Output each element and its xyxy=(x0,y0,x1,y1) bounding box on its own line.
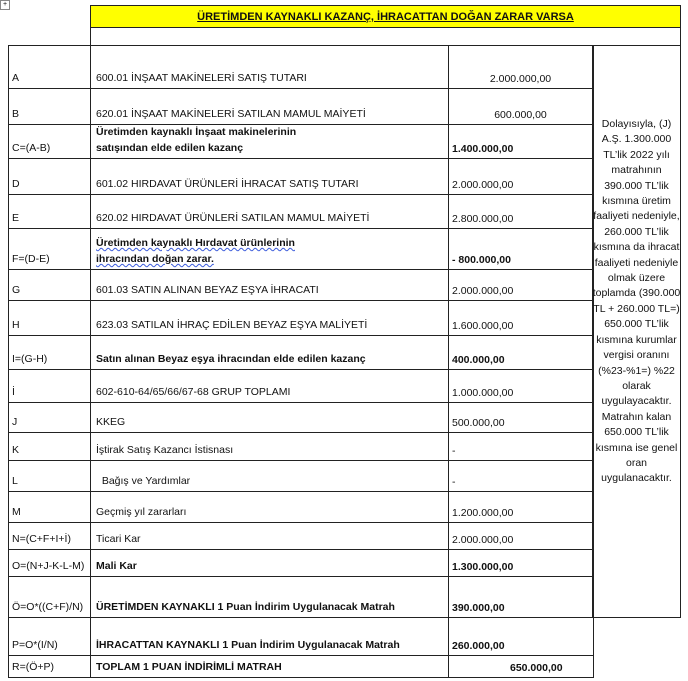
row-code: C=(A-B) xyxy=(12,142,51,154)
notes-cell xyxy=(592,45,681,618)
code-cell xyxy=(8,300,91,336)
row-code: J xyxy=(12,416,18,428)
row-code: I=(G-H) xyxy=(12,353,48,365)
row-description: ÜRETİMDEN KAYNAKLI 1 Puan İndirim Uygula… xyxy=(96,601,395,613)
row-value: - xyxy=(452,476,456,488)
row-value: 650.000,00 xyxy=(510,662,563,674)
value-cell xyxy=(448,460,594,492)
row-description: ihracından doğan zarar. xyxy=(96,253,214,265)
row-code: O=(N+J-K-L-M) xyxy=(12,560,85,572)
row-value: 260.000,00 xyxy=(452,640,505,652)
row-description: 600.01 İNŞAAT MAKİNELERİ SATIŞ TUTARI xyxy=(96,72,307,84)
row-code: İ xyxy=(12,386,15,398)
row-description: Satın alınan Beyaz eşya ihracından elde … xyxy=(96,353,366,365)
description-cell xyxy=(90,549,449,577)
value-cell xyxy=(448,432,594,461)
row-value: 1.400.000,00 xyxy=(452,143,514,155)
row-value: 2.000.000,00 xyxy=(452,534,514,546)
table-move-handle-icon[interactable]: + xyxy=(0,0,10,10)
row-description: Üretimden kaynaklı İnşaat makinelerinin xyxy=(96,126,297,138)
row-description: Ticari Kar xyxy=(96,533,141,545)
row-value: 2.000.000,00 xyxy=(452,179,514,191)
row-code: B xyxy=(12,108,20,120)
row-description: 620.01 İNŞAAT MAKİNELERİ SATILAN MAMUL M… xyxy=(96,108,366,120)
description-cell xyxy=(90,402,449,433)
row-code: Ö=O*((C+F)/N) xyxy=(12,601,84,613)
row-description: İştirak Satış Kazancı İstisnası xyxy=(96,444,234,456)
row-description: 620.02 HIRDAVAT ÜRÜNLERİ SATILAN MAMUL M… xyxy=(96,212,370,224)
row-value: 390.000,00 xyxy=(452,602,505,614)
row-description: Üretimden kaynaklı Hırdavat ürünlerinin xyxy=(96,237,295,249)
row-value: 1.000.000,00 xyxy=(452,387,514,399)
row-description: Bağış ve Yardımlar xyxy=(96,475,191,487)
row-code: K xyxy=(12,444,20,456)
row-code: L xyxy=(12,475,18,487)
table-title: ÜRETİMDEN KAYNAKLI KAZANÇ, İHRACATTAN DO… xyxy=(90,5,681,28)
code-cell xyxy=(8,45,91,89)
row-description: Geçmiş yıl zararları xyxy=(96,506,187,518)
row-description: 602-610-64/65/66/67-68 GRUP TOPLAMI xyxy=(96,386,291,398)
row-code: H xyxy=(12,319,20,331)
row-description: 601.02 HIRDAVAT ÜRÜNLERİ İHRACAT SATIŞ T… xyxy=(96,178,359,190)
code-cell xyxy=(8,194,91,229)
row-value: 1.600.000,00 xyxy=(452,320,514,332)
row-value: 500.000,00 xyxy=(452,417,505,429)
row-description: KKEG xyxy=(96,416,126,428)
row-code: M xyxy=(12,506,21,518)
row-value: 2.800.000,00 xyxy=(452,213,514,225)
code-cell xyxy=(8,460,91,492)
row-value: 400.000,00 xyxy=(452,354,505,366)
row-value: 1.200.000,00 xyxy=(452,507,514,519)
row-code: R=(Ö+P) xyxy=(12,661,55,673)
row-code: F=(D-E) xyxy=(12,253,50,265)
row-code: P=O*(I/N) xyxy=(12,639,58,651)
row-code: D xyxy=(12,178,20,190)
code-cell xyxy=(8,158,91,195)
blank-row xyxy=(90,27,681,46)
value-cell xyxy=(448,655,594,678)
row-description: İHRACATTAN KAYNAKLI 1 Puan İndirim Uygul… xyxy=(96,639,400,651)
description-cell xyxy=(90,522,449,550)
row-value: 600.000,00 xyxy=(494,109,547,121)
row-code: G xyxy=(12,284,21,296)
row-code: N=(C+F+I+İ) xyxy=(12,533,71,545)
row-value: 1.300.000,00 xyxy=(452,561,514,573)
notes-text: Dolayısıyla, (J) A.Ş. 1.300.000 TL’lik 2… xyxy=(592,118,681,485)
row-value: 2.000.000,00 xyxy=(489,73,552,85)
row-description: Mali Kar xyxy=(96,560,137,572)
code-cell xyxy=(8,402,91,433)
code-cell xyxy=(8,88,91,125)
code-cell xyxy=(8,269,91,301)
row-code: E xyxy=(12,212,20,224)
code-cell xyxy=(8,369,91,403)
row-value: 2.000.000,00 xyxy=(452,285,514,297)
row-description: 601.03 SATIN ALINAN BEYAZ EŞYA İHRACATI xyxy=(96,284,319,296)
row-value: - xyxy=(452,445,456,457)
row-value: - 800.000,00 xyxy=(452,254,511,266)
code-cell xyxy=(8,432,91,461)
row-description: 623.03 SATILAN İHRAÇ EDİLEN BEYAZ EŞYA M… xyxy=(96,319,368,331)
row-description: satışından elde edilen kazanç xyxy=(96,142,244,154)
row-description: TOPLAM 1 PUAN İNDİRİMLİ MATRAH xyxy=(96,661,282,673)
row-code: A xyxy=(12,72,20,84)
